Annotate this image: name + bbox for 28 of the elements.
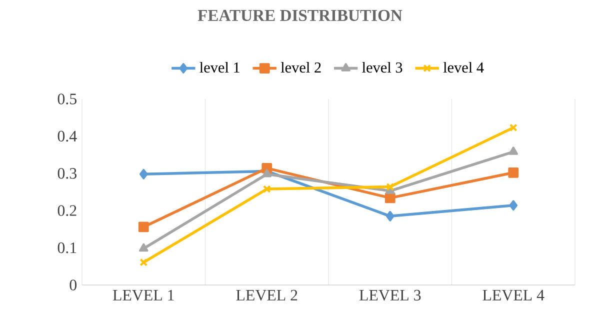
y-tick-label: 0.2 — [58, 205, 76, 216]
legend-label: level 3 — [362, 62, 402, 73]
y-tick-label: 0.1 — [58, 242, 76, 254]
point — [509, 200, 518, 211]
point — [384, 192, 396, 204]
y-tick-label: 0 — [70, 280, 77, 290]
point — [140, 258, 148, 266]
x-tick-label: LEVEL 1 — [112, 290, 174, 301]
y-tick-label: 0.4 — [58, 130, 77, 142]
point — [138, 243, 148, 252]
point — [138, 222, 149, 232]
x-tick-label: LEVEL 4 — [482, 290, 544, 301]
point — [262, 185, 271, 193]
y-tick-label: 0.3 — [58, 168, 76, 179]
chart-title: FEATURE DISTRIBUTION — [198, 10, 402, 22]
legend-label: level 1 — [200, 62, 240, 73]
x-tick-label: LEVEL 3 — [359, 290, 421, 301]
point — [509, 124, 518, 132]
x-tick-label: LEVEL 2 — [236, 290, 298, 301]
point — [139, 168, 148, 180]
point — [386, 182, 394, 191]
y-tick-label: 0.5 — [58, 94, 76, 104]
point — [508, 167, 519, 178]
legend-label: level 4 — [443, 62, 484, 73]
point — [262, 168, 272, 178]
point — [386, 210, 394, 222]
point — [508, 146, 518, 155]
legend-label: level 2 — [280, 62, 321, 73]
